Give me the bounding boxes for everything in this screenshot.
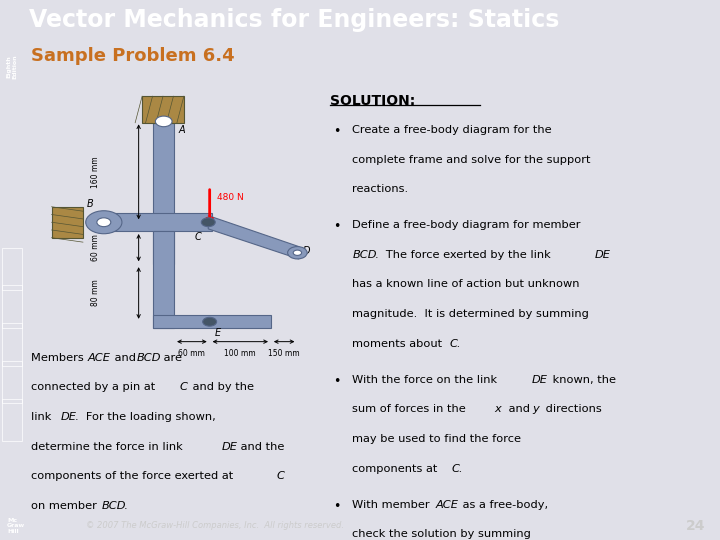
Text: link: link: [31, 412, 55, 422]
Text: 160 mm: 160 mm: [91, 156, 100, 187]
Text: •: •: [333, 375, 341, 388]
Polygon shape: [153, 123, 174, 264]
Circle shape: [202, 218, 215, 227]
Text: as a free-body,: as a free-body,: [459, 500, 548, 510]
Text: and: and: [505, 404, 534, 415]
Polygon shape: [208, 215, 299, 259]
Text: y: y: [532, 404, 539, 415]
Text: A: A: [179, 125, 185, 135]
Text: D: D: [302, 246, 310, 256]
Text: BCD: BCD: [137, 353, 161, 363]
Text: on member: on member: [31, 501, 100, 511]
Polygon shape: [104, 213, 212, 231]
Polygon shape: [153, 231, 174, 328]
Text: Create a free-body diagram for the: Create a free-body diagram for the: [352, 125, 552, 135]
Text: C: C: [179, 382, 187, 393]
Text: •: •: [333, 220, 341, 233]
Text: complete frame and solve for the support: complete frame and solve for the support: [352, 154, 591, 165]
Text: magnitude.  It is determined by summing: magnitude. It is determined by summing: [352, 309, 589, 319]
Text: BCD: BCD: [352, 249, 377, 260]
Text: Eighth
Edition: Eighth Edition: [6, 54, 17, 79]
Text: and: and: [111, 353, 140, 363]
Text: BCD: BCD: [102, 501, 126, 511]
Text: 100 mm: 100 mm: [225, 349, 256, 358]
Polygon shape: [142, 96, 184, 123]
Text: has a known line of action but unknown: has a known line of action but unknown: [352, 279, 580, 289]
Text: Define a free-body diagram for member: Define a free-body diagram for member: [352, 220, 581, 230]
Text: are: are: [160, 353, 181, 363]
Text: known, the: known, the: [549, 375, 616, 385]
Text: Members: Members: [31, 353, 87, 363]
Text: 480 N: 480 N: [217, 193, 244, 202]
Text: moments about: moments about: [352, 339, 446, 348]
Text: .  For the loading shown,: . For the loading shown,: [75, 412, 215, 422]
Text: © 2007 The McGraw-Hill Companies, Inc.  All rights reserved.: © 2007 The McGraw-Hill Companies, Inc. A…: [86, 522, 344, 530]
Text: x: x: [495, 404, 501, 415]
Text: .: .: [123, 501, 127, 511]
Text: components at: components at: [352, 464, 441, 474]
Text: connected by a pin at: connected by a pin at: [31, 382, 158, 393]
Text: and the: and the: [237, 442, 284, 451]
Text: .  The force exerted by the link: . The force exerted by the link: [374, 249, 554, 260]
Polygon shape: [153, 315, 271, 328]
Text: may be used to find the force: may be used to find the force: [352, 434, 521, 444]
Text: ACE: ACE: [88, 353, 111, 363]
Text: B: B: [86, 199, 94, 209]
Text: Vector Mechanics for Engineers: Statics: Vector Mechanics for Engineers: Statics: [29, 8, 559, 32]
Text: DE: DE: [60, 412, 76, 422]
Text: C: C: [276, 471, 284, 481]
Text: Mc
Graw
Hill: Mc Graw Hill: [7, 518, 25, 534]
Text: C.: C.: [450, 339, 462, 348]
Text: DE: DE: [532, 375, 548, 385]
Text: SOLUTION:: SOLUTION:: [330, 94, 415, 108]
Polygon shape: [52, 207, 83, 238]
Circle shape: [203, 318, 217, 326]
Text: check the solution by summing: check the solution by summing: [352, 529, 531, 539]
Circle shape: [287, 247, 307, 259]
Circle shape: [293, 250, 302, 255]
Text: E: E: [215, 328, 221, 339]
Text: With member: With member: [352, 500, 433, 510]
Text: 60 mm: 60 mm: [178, 349, 205, 358]
Text: 80 mm: 80 mm: [91, 280, 100, 306]
Text: 150 mm: 150 mm: [269, 349, 300, 358]
Text: Sample Problem 6.4: Sample Problem 6.4: [31, 48, 234, 65]
Text: DE: DE: [222, 442, 238, 451]
Text: 60 mm: 60 mm: [91, 234, 100, 261]
Text: determine the force in link: determine the force in link: [31, 442, 186, 451]
Circle shape: [156, 116, 172, 127]
Text: directions: directions: [541, 404, 601, 415]
Text: C: C: [194, 232, 202, 242]
Text: and by the: and by the: [189, 382, 253, 393]
Circle shape: [97, 218, 111, 227]
Text: With the force on the link: With the force on the link: [352, 375, 501, 385]
Text: sum of forces in the: sum of forces in the: [352, 404, 469, 415]
Text: DE: DE: [595, 249, 611, 260]
Text: C.: C.: [452, 464, 464, 474]
Text: reactions.: reactions.: [352, 184, 408, 194]
Circle shape: [86, 211, 122, 234]
Text: •: •: [333, 125, 341, 138]
Text: •: •: [333, 500, 341, 512]
Text: components of the force exerted at: components of the force exerted at: [31, 471, 237, 481]
Text: ACE: ACE: [436, 500, 459, 510]
Text: 24: 24: [686, 519, 706, 533]
